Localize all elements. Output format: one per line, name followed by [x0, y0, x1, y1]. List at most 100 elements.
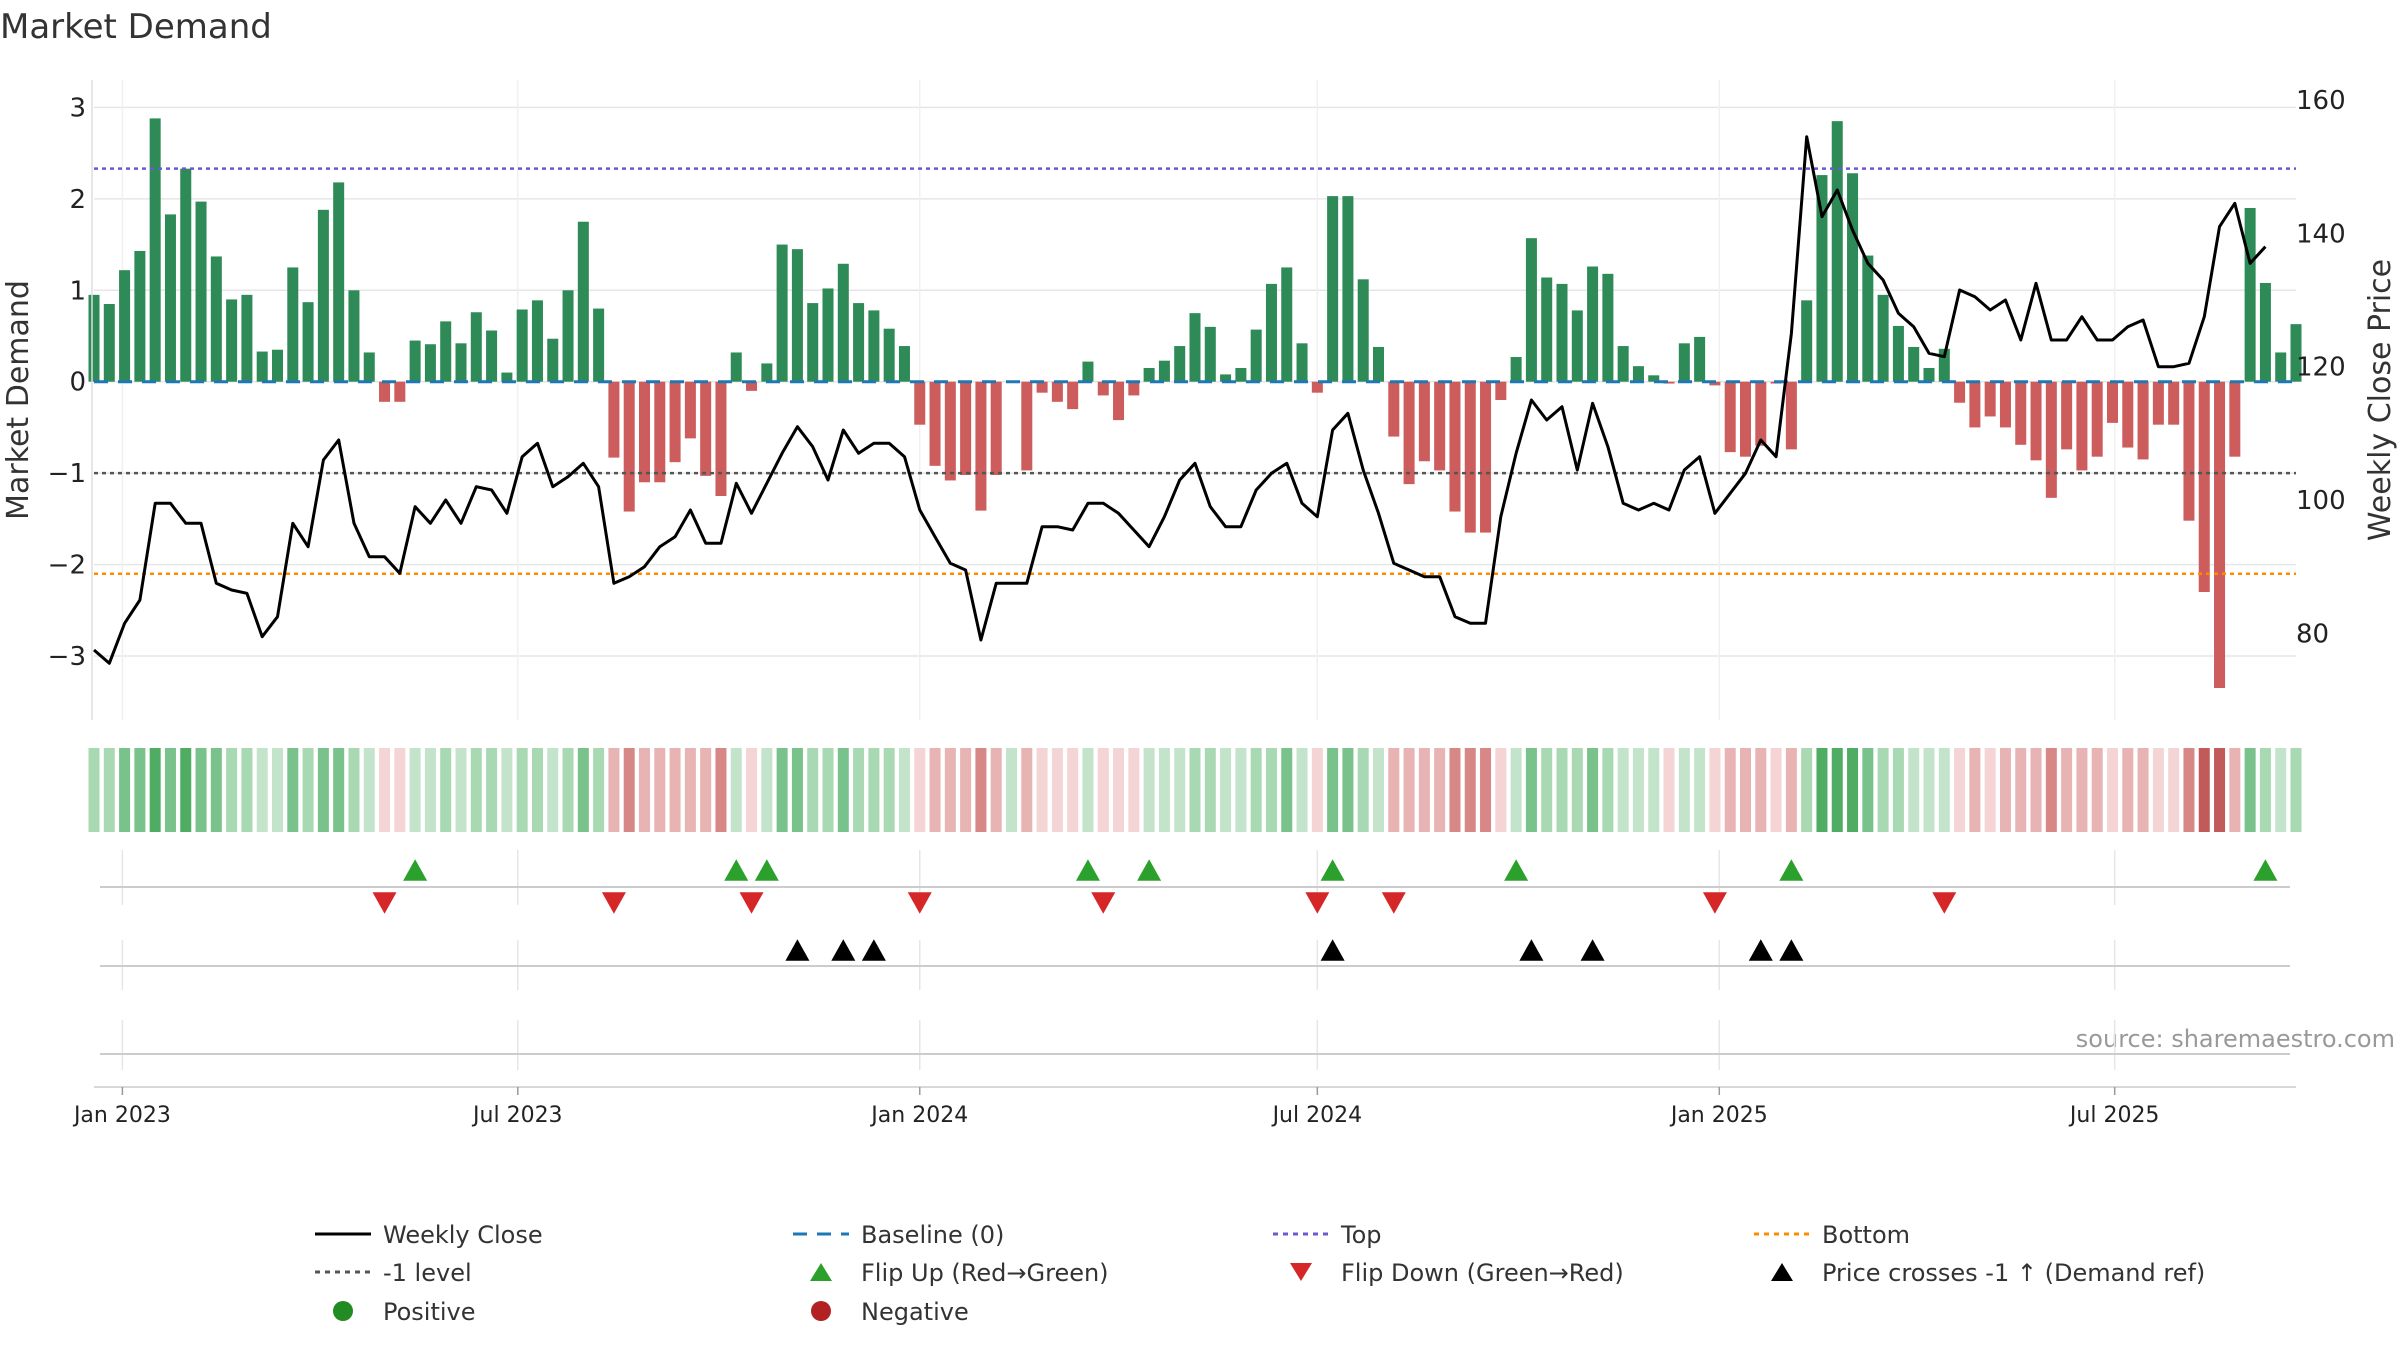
demand-bar: [1418, 381, 1430, 462]
demand-bar: [1082, 361, 1094, 382]
demand-bar: [2091, 381, 2103, 457]
demand-bar: [1525, 238, 1537, 382]
heat-strip-cell: [1143, 748, 1155, 832]
heat-strip-cell: [1418, 748, 1430, 832]
heat-strip-cell: [1510, 748, 1522, 832]
legend-label: Bottom: [1822, 1221, 1910, 1249]
heat-strip-cell: [1097, 748, 1109, 832]
demand-bar: [2137, 381, 2149, 460]
demand-bar: [1999, 381, 2011, 428]
demand-bar: [623, 381, 635, 512]
legend-swatch: [333, 1301, 353, 1321]
heat-strip-cell: [1158, 748, 1170, 832]
heat-strip-cell: [1113, 748, 1125, 832]
heat-strip-cell: [761, 748, 773, 832]
y2-tick-label: 160: [2296, 86, 2346, 116]
heat-strip-cell: [256, 748, 268, 832]
demand-bar: [2106, 381, 2119, 423]
demand-bar: [501, 372, 513, 382]
heat-strip-cell: [287, 748, 299, 832]
heat-strip-cell: [2122, 748, 2134, 832]
legend-item: -1 level: [315, 1259, 472, 1287]
flip-down-marker: [372, 892, 397, 914]
demand-bar: [287, 267, 299, 382]
heat-strip-cell: [1082, 748, 1094, 832]
demand-bar: [88, 294, 100, 382]
heat-strip-cell: [638, 748, 651, 832]
heat-strip-cell: [1174, 748, 1186, 832]
demand-bar: [180, 168, 192, 382]
heat-strip-cell: [1663, 748, 1675, 832]
demand-bar: [1281, 267, 1293, 382]
demand-bar: [394, 381, 406, 402]
heat-strip-cell: [424, 748, 436, 832]
demand-bar: [1816, 175, 1828, 382]
heat-strip-cell: [409, 748, 421, 832]
heat-strip-cell: [1648, 748, 1660, 832]
heat-strip-cell: [1785, 748, 1797, 832]
demand-bar: [1464, 381, 1476, 533]
legend-label: Positive: [383, 1298, 476, 1326]
demand-bar: [2030, 381, 2042, 461]
demand-bar: [1831, 121, 1843, 382]
demand-bar: [1311, 381, 1323, 393]
demand-bar: [348, 290, 360, 382]
heat-strip-cell: [1617, 748, 1629, 832]
heat-strip-cell: [1495, 748, 1507, 832]
demand-bar: [2290, 324, 2302, 382]
heat-strip-cell: [807, 748, 819, 832]
demand-bar: [271, 349, 284, 382]
demand-bar: [837, 263, 849, 382]
heat-strip-cell: [1434, 748, 1446, 832]
demand-bar: [944, 381, 956, 481]
heat-strip-cell: [164, 748, 176, 832]
heat-strip-cell: [379, 748, 391, 832]
demand-bar: [103, 304, 115, 382]
demand-bar: [1694, 336, 1706, 382]
demand-bar: [669, 381, 681, 463]
x-tick-label: Jan 2024: [869, 1103, 968, 1128]
flip-down-marker: [1305, 892, 1330, 914]
price-cross-marker: [1580, 939, 1605, 961]
heat-strip-cell: [1265, 748, 1277, 832]
demand-bar: [1265, 283, 1277, 382]
demand-bar: [2229, 381, 2241, 457]
heat-strip-cell: [1189, 748, 1201, 832]
demand-bar: [1327, 196, 1339, 382]
heat-strip-cell: [562, 748, 574, 832]
signal-markers-layer: [100, 859, 2290, 1055]
heat-strip-cell: [2015, 748, 2027, 832]
heat-strip-layer: [88, 748, 2302, 832]
heat-strip-cell: [1556, 748, 1568, 832]
heat-strip-cell: [501, 748, 513, 832]
demand-bar: [1021, 381, 1033, 471]
heat-strip-cell: [547, 748, 559, 832]
demand-bar: [1678, 343, 1690, 382]
demand-bar: [2183, 381, 2195, 521]
heat-strip-cell: [1204, 748, 1216, 832]
demand-bar: [654, 381, 666, 483]
demand-bar: [2198, 381, 2210, 592]
y2-axis-label: Weekly Close Price: [2363, 259, 2398, 541]
y2-tick-label: 80: [2296, 619, 2329, 649]
flip-down-marker: [1932, 892, 1957, 914]
heat-strip-cell: [2168, 748, 2180, 832]
heat-strip-cell: [440, 748, 452, 832]
heat-strip-cell: [103, 748, 115, 832]
heat-strip-cell: [1908, 748, 1920, 832]
demand-bar: [2152, 381, 2164, 425]
demand-bar: [2244, 208, 2256, 382]
demand-bar: [776, 244, 788, 382]
demand-bar: [791, 249, 803, 382]
y2-tick-label: 100: [2296, 486, 2346, 516]
heat-strip-cell: [180, 748, 192, 832]
y-tick-label: 3: [69, 93, 86, 123]
price-cross-marker: [1779, 939, 1804, 961]
demand-bar: [531, 300, 543, 382]
heat-strip-cell: [990, 748, 1002, 832]
demand-bar: [1097, 381, 1109, 396]
heat-strip-cell: [1694, 748, 1706, 832]
heat-strip-cell: [1449, 748, 1461, 832]
heat-strip-cell: [88, 748, 100, 832]
